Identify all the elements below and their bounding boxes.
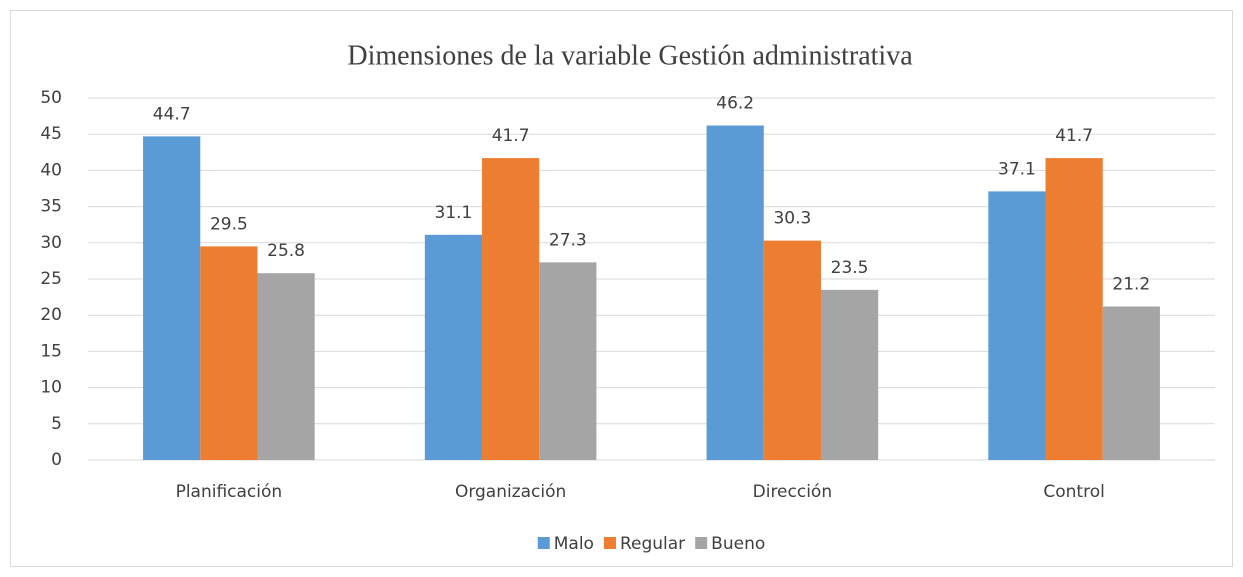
data-label: 37.1: [998, 159, 1036, 179]
y-tick-label: 40: [40, 160, 62, 180]
y-tick-label: 0: [51, 450, 62, 470]
legend-label: Bueno: [711, 534, 765, 554]
bar: [143, 136, 201, 460]
bar: [763, 240, 821, 460]
y-tick-label: 10: [40, 378, 62, 398]
data-label: 31.1: [435, 203, 473, 223]
x-tick-label: Planificación: [176, 482, 283, 502]
bar: [706, 125, 764, 461]
bar: [1045, 158, 1103, 461]
data-label: 41.7: [492, 126, 530, 146]
data-label: 21.2: [1112, 275, 1150, 295]
legend-label: Malo: [554, 534, 594, 554]
y-tick-label: 25: [40, 269, 62, 289]
y-tick-label: 20: [40, 305, 62, 325]
x-tick-label: Dirección: [753, 482, 832, 502]
y-tick-label: 35: [40, 197, 62, 217]
data-label: 29.5: [210, 214, 248, 234]
legend-label: Regular: [620, 534, 685, 554]
data-label: 27.3: [549, 230, 587, 250]
data-label: 25.8: [267, 241, 305, 261]
y-tick-label: 45: [40, 124, 62, 144]
bar: [257, 273, 315, 460]
x-tick-label: Organización: [455, 482, 566, 502]
data-label: 23.5: [831, 258, 869, 278]
y-tick-label: 30: [40, 233, 62, 253]
data-label: 46.2: [716, 94, 754, 114]
y-tick-label: 50: [40, 88, 62, 108]
bar: [820, 289, 879, 460]
legend-swatch: [537, 537, 550, 549]
data-label: 41.7: [1055, 126, 1093, 146]
data-label: 44.7: [153, 104, 191, 124]
y-tick-label: 15: [40, 341, 62, 361]
legend-swatch: [603, 537, 616, 549]
bar: [1102, 306, 1160, 460]
y-tick-label: 5: [51, 414, 62, 434]
bar: [200, 246, 258, 460]
bar: [539, 262, 597, 460]
bar: [482, 158, 540, 461]
chart-title: Dimensiones de la variable Gestión admin…: [347, 40, 913, 71]
x-tick-label: Control: [1043, 482, 1104, 502]
legend-swatch: [695, 537, 708, 549]
bar: [424, 234, 483, 460]
bar: [988, 191, 1046, 460]
data-label: 30.3: [773, 209, 811, 229]
